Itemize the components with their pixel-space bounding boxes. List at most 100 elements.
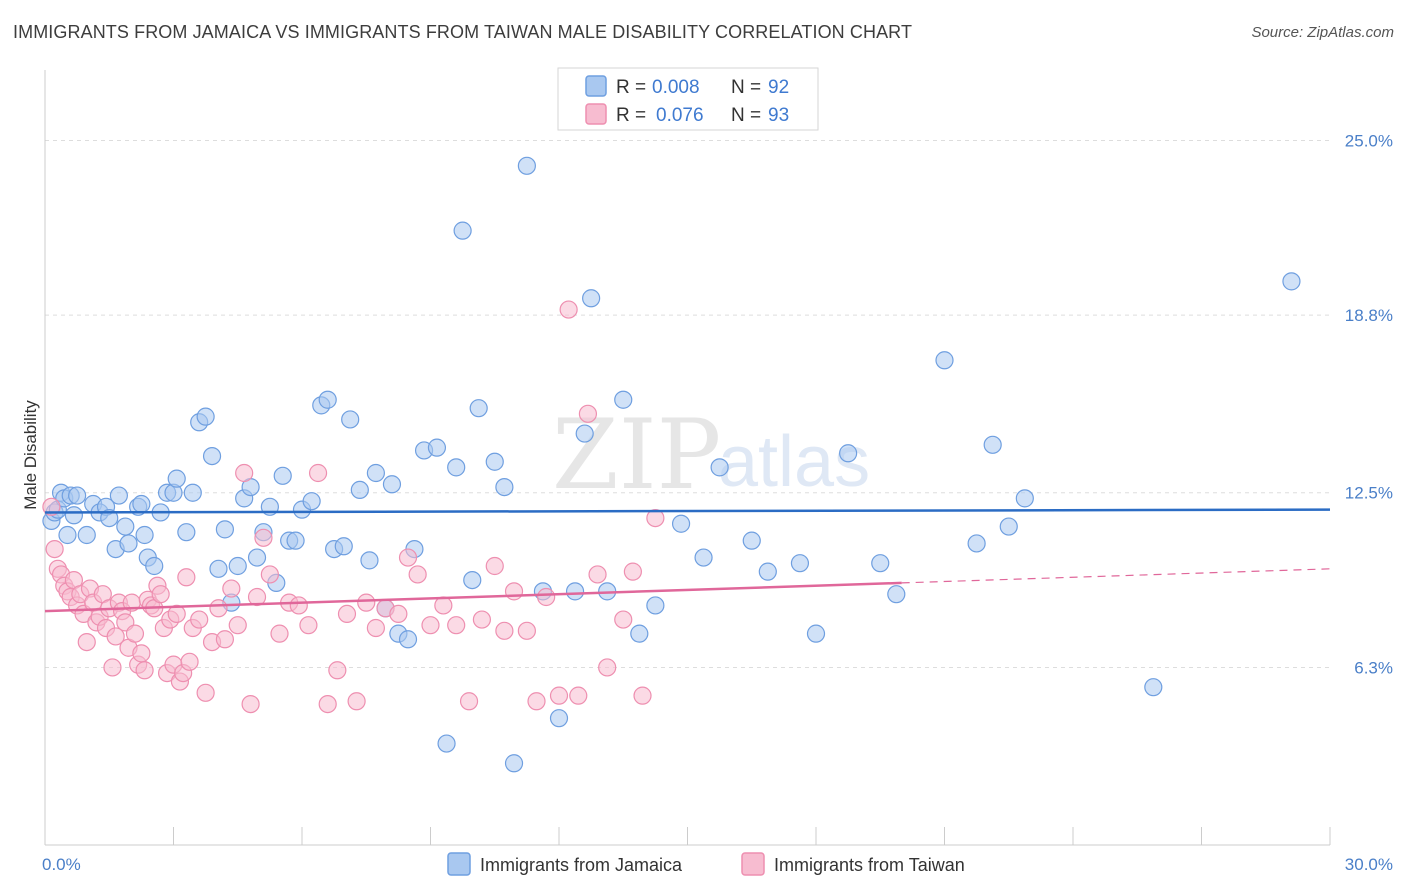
y-axis-label: Male Disability [21, 400, 40, 510]
point-taiwan-51 [228, 616, 247, 635]
point-taiwan-74 [447, 616, 466, 635]
point-taiwan-62 [318, 694, 337, 714]
point-jamaica-86 [806, 624, 826, 643]
point-jamaica-65 [463, 570, 482, 590]
y-tick-label-3: 25.0% [1345, 131, 1393, 150]
point-taiwan-86 [578, 404, 598, 423]
point-jamaica-68 [495, 477, 514, 497]
point-jamaica-28 [183, 483, 202, 502]
point-jamaica-80 [671, 514, 691, 533]
point-jamaica-17 [119, 534, 138, 553]
point-jamaica-30 [196, 407, 215, 426]
watermark-atlas: atlas [718, 422, 870, 502]
point-taiwan-53 [241, 694, 260, 714]
point-jamaica-87 [839, 444, 858, 463]
x-tick-label-1: 30.0% [1345, 855, 1393, 874]
point-jamaica-48 [318, 390, 337, 409]
point-taiwan-71 [408, 565, 427, 584]
point-jamaica-19 [132, 494, 151, 514]
point-jamaica-38 [247, 548, 267, 567]
chart-title: IMMIGRANTS FROM JAMAICA VS IMMIGRANTS FR… [13, 22, 913, 42]
point-taiwan-65 [347, 692, 366, 711]
point-taiwan-54 [247, 587, 267, 607]
bottom-legend-swatch-jamaica [447, 852, 471, 876]
point-jamaica-61 [427, 438, 447, 457]
point-jamaica-22 [145, 556, 164, 576]
point-taiwan-57 [270, 624, 289, 643]
point-jamaica-72 [549, 709, 569, 728]
legend-n-label-taiwan: N = [731, 105, 761, 126]
data-points [42, 156, 1301, 773]
point-jamaica-70 [517, 156, 536, 175]
point-taiwan-83 [549, 686, 569, 705]
trend-line-taiwan-dashed [901, 568, 1331, 584]
point-jamaica-15 [109, 486, 128, 505]
point-taiwan-0 [42, 497, 61, 516]
point-taiwan-49 [215, 630, 234, 649]
point-jamaica-89 [887, 585, 906, 604]
point-taiwan-48 [209, 599, 228, 618]
y-tick-label-0: 6.3% [1354, 658, 1393, 677]
legend-n-taiwan: 93 [768, 105, 789, 126]
point-jamaica-66 [469, 399, 488, 418]
point-taiwan-81 [527, 692, 546, 711]
point-jamaica-83 [742, 531, 761, 550]
point-jamaica-79 [646, 596, 665, 615]
point-taiwan-91 [633, 686, 652, 705]
point-taiwan-1 [45, 539, 64, 559]
point-jamaica-42 [273, 466, 292, 485]
point-taiwan-29 [135, 661, 154, 680]
point-jamaica-74 [575, 424, 594, 443]
point-taiwan-56 [260, 565, 279, 584]
axes [44, 70, 1331, 846]
point-jamaica-90 [935, 351, 954, 370]
point-taiwan-72 [421, 616, 440, 635]
point-jamaica-64 [453, 221, 472, 240]
point-taiwan-52 [235, 463, 254, 483]
point-jamaica-81 [694, 548, 713, 567]
point-jamaica-9 [77, 525, 96, 545]
point-jamaica-44 [286, 531, 305, 550]
point-jamaica-33 [215, 520, 234, 539]
point-jamaica-5 [58, 525, 77, 545]
point-jamaica-31 [202, 446, 222, 466]
point-taiwan-20 [106, 627, 125, 646]
bottom-legend: Immigrants from Jamaica Immigrants from … [447, 852, 965, 876]
point-taiwan-76 [472, 610, 491, 629]
point-jamaica-62 [437, 734, 456, 753]
point-taiwan-85 [569, 686, 588, 705]
point-taiwan-82 [537, 587, 556, 607]
point-jamaica-16 [116, 517, 135, 536]
point-jamaica-35 [228, 556, 247, 576]
point-taiwan-84 [559, 300, 578, 319]
point-jamaica-82 [710, 458, 729, 477]
point-jamaica-7 [64, 506, 84, 525]
bottom-legend-jamaica: Immigrants from Jamaica [480, 855, 683, 875]
point-jamaica-75 [582, 289, 601, 308]
point-jamaica-85 [790, 554, 810, 573]
point-taiwan-63 [328, 661, 347, 680]
legend-n-jamaica: 92 [768, 77, 789, 98]
point-taiwan-55 [254, 528, 273, 547]
legend-r-label-taiwan: R = [616, 105, 646, 126]
point-jamaica-88 [871, 554, 890, 573]
watermark-zip: ZIP [552, 399, 721, 511]
point-jamaica-58 [398, 630, 418, 649]
point-taiwan-70 [398, 548, 418, 567]
point-taiwan-75 [459, 692, 479, 711]
point-jamaica-91 [967, 534, 986, 553]
point-taiwan-34 [151, 585, 170, 604]
point-taiwan-66 [357, 593, 376, 612]
point-taiwan-28 [132, 644, 151, 663]
point-jamaica-78 [630, 624, 649, 643]
point-jamaica-26 [167, 469, 186, 488]
point-taiwan-61 [308, 463, 328, 483]
gridlines [45, 139, 1330, 668]
point-jamaica-32 [209, 559, 228, 578]
point-taiwan-92 [646, 508, 665, 528]
bottom-legend-swatch-taiwan [741, 852, 765, 876]
point-taiwan-46 [196, 683, 215, 702]
point-taiwan-87 [588, 565, 607, 584]
point-jamaica-27 [177, 523, 196, 542]
trend-lines [44, 508, 1331, 613]
